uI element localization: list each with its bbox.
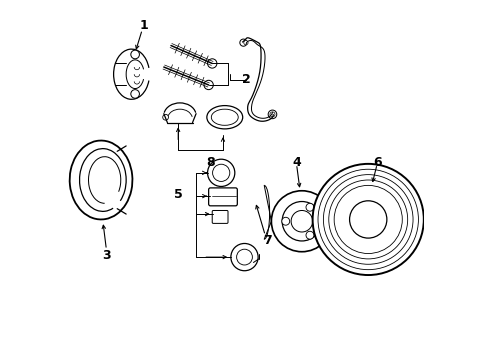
Circle shape	[282, 202, 321, 241]
Circle shape	[212, 164, 229, 181]
Circle shape	[207, 159, 234, 186]
Circle shape	[163, 114, 168, 120]
Circle shape	[281, 217, 289, 225]
Text: 4: 4	[291, 156, 300, 168]
Circle shape	[271, 191, 332, 252]
Circle shape	[305, 231, 313, 239]
Circle shape	[267, 110, 276, 119]
Circle shape	[131, 50, 139, 59]
Circle shape	[131, 90, 139, 98]
Text: 8: 8	[206, 156, 214, 168]
Circle shape	[203, 80, 213, 90]
Text: 3: 3	[102, 249, 110, 262]
Circle shape	[290, 211, 312, 232]
Circle shape	[244, 41, 247, 45]
Text: 7: 7	[263, 234, 272, 247]
Circle shape	[349, 201, 386, 238]
Circle shape	[312, 164, 423, 275]
Circle shape	[269, 112, 274, 117]
Text: 2: 2	[242, 73, 250, 86]
Circle shape	[236, 249, 252, 265]
Circle shape	[239, 39, 246, 46]
Text: 1: 1	[140, 19, 148, 32]
Text: 5: 5	[173, 188, 182, 201]
Circle shape	[305, 203, 313, 211]
Text: 6: 6	[372, 156, 381, 168]
Circle shape	[207, 59, 217, 68]
FancyBboxPatch shape	[212, 211, 227, 224]
FancyBboxPatch shape	[208, 188, 237, 206]
Circle shape	[230, 243, 258, 271]
